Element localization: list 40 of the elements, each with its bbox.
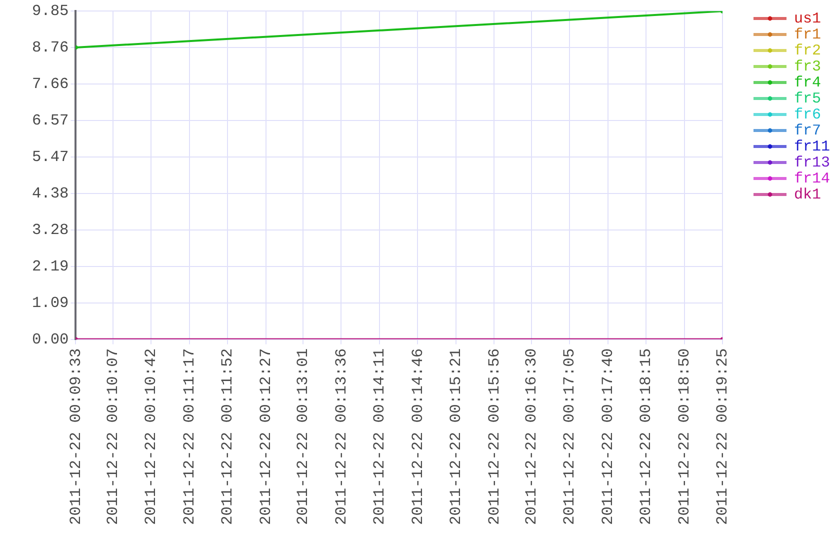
legend-label: fr5 bbox=[794, 90, 822, 108]
legend-label: dk1 bbox=[794, 186, 822, 204]
x-tick-label: 2011-12-22 00:10:42 bbox=[142, 348, 160, 526]
y-tick-label: 0.00 bbox=[32, 330, 69, 348]
x-tick-label: 2011-12-22 00:09:33 bbox=[66, 348, 85, 526]
legend-label: fr1 bbox=[794, 26, 822, 44]
legend-label: fr13 bbox=[794, 154, 830, 172]
legend-label: fr3 bbox=[794, 58, 822, 76]
legend-label: fr6 bbox=[794, 106, 822, 124]
x-tick-label: 2011-12-22 00:12:27 bbox=[256, 348, 275, 526]
y-tick-label: 1.09 bbox=[32, 294, 69, 312]
y-tick-label: 6.57 bbox=[32, 111, 69, 130]
legend-label: fr4 bbox=[794, 74, 822, 92]
legend-label: fr14 bbox=[794, 170, 830, 188]
x-tick-label: 2011-12-22 00:17:05 bbox=[560, 348, 579, 526]
y-tick-label: 4.38 bbox=[32, 184, 69, 202]
x-tick-label: 2011-12-22 00:15:21 bbox=[447, 348, 466, 526]
x-tick-label: 2011-12-22 00:13:01 bbox=[294, 348, 312, 526]
x-tick-label: 2011-12-22 00:18:15 bbox=[637, 348, 656, 526]
legend-label: fr11 bbox=[794, 138, 830, 156]
y-tick-label: 8.76 bbox=[32, 38, 69, 57]
y-tick-label: 7.66 bbox=[32, 75, 69, 94]
x-tick-label: 2011-12-22 00:19:25 bbox=[714, 348, 732, 526]
x-tick-label: 2011-12-22 00:18:50 bbox=[675, 348, 694, 526]
legend-label: us1 bbox=[794, 10, 822, 28]
x-tick-label: 2011-12-22 00:15:56 bbox=[485, 348, 504, 526]
y-tick-label: 5.47 bbox=[32, 148, 69, 166]
x-tick-label: 2011-12-22 00:14:11 bbox=[370, 348, 389, 526]
y-tick-label: 9.85 bbox=[32, 2, 69, 20]
y-tick-label: 3.28 bbox=[32, 221, 69, 240]
x-tick-label: 2011-12-22 00:10:07 bbox=[104, 348, 122, 526]
x-tick-label: 2011-12-22 00:11:17 bbox=[180, 348, 198, 526]
x-tick-label: 2011-12-22 00:14:46 bbox=[408, 348, 427, 526]
legend-label: fr7 bbox=[794, 122, 822, 140]
x-tick-label: 2011-12-22 00:16:30 bbox=[522, 348, 540, 526]
x-tick-label: 2011-12-22 00:13:36 bbox=[332, 348, 350, 526]
y-tick-label: 2.19 bbox=[32, 257, 69, 276]
legend-label: fr2 bbox=[794, 42, 822, 60]
x-tick-label: 2011-12-22 00:11:52 bbox=[218, 348, 237, 526]
x-tick-label: 2011-12-22 00:17:40 bbox=[598, 348, 617, 526]
